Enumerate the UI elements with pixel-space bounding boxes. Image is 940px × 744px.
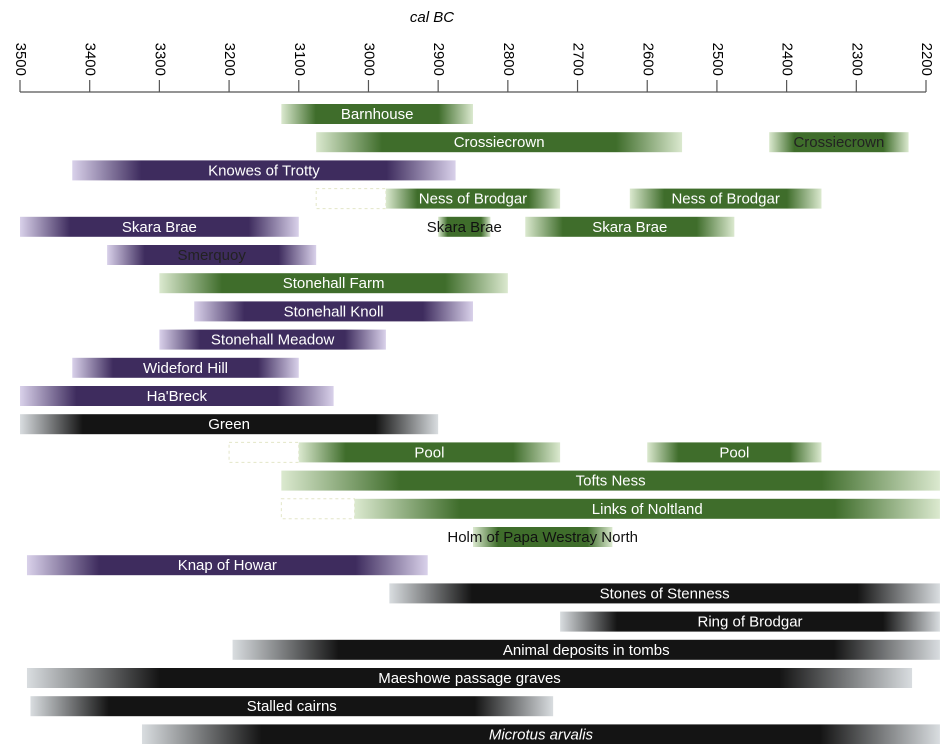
range-bar — [232, 639, 940, 660]
bar-label: Stalled cairns — [247, 698, 337, 715]
axis-title: cal BC — [410, 9, 454, 26]
range-bar — [389, 583, 940, 604]
bar-label: Microtus arvalis — [489, 726, 594, 743]
bar-label: Smerquoy — [177, 247, 246, 264]
bar-label: Knap of Howar — [178, 557, 277, 574]
x-tick-label: 2800 — [500, 43, 517, 76]
range-bar — [72, 160, 456, 181]
x-tick-label: 3000 — [360, 43, 377, 76]
range-bar — [385, 188, 561, 209]
bar-label: Stonehall Knoll — [284, 303, 384, 320]
bar-label: Crossiecrown — [454, 134, 545, 151]
bar-label: Skara Brae — [427, 219, 502, 236]
uncertain-range — [280, 498, 356, 520]
range-bar — [194, 301, 473, 322]
x-tick-label: 2400 — [779, 43, 796, 76]
range-bar — [647, 442, 822, 463]
bar-label: Knowes of Trotty — [208, 162, 320, 179]
range-bar — [281, 104, 473, 124]
bar-label: Green — [208, 416, 250, 433]
x-tick-label: 3500 — [12, 43, 29, 76]
bar-label: Crossiecrown — [793, 134, 884, 151]
x-tick-label: 3200 — [221, 43, 238, 76]
bar-label: Stonehall Meadow — [211, 332, 335, 349]
x-tick-label: 3400 — [82, 43, 99, 76]
range-bar — [30, 696, 554, 717]
bar-label: Ha'Breck — [147, 388, 208, 405]
bar-label: Barnhouse — [341, 106, 414, 123]
uncertain-range — [228, 441, 300, 463]
uncertain-range — [315, 188, 387, 210]
x-tick-label: 2600 — [639, 43, 656, 76]
range-bar — [316, 132, 683, 153]
range-bar — [281, 470, 940, 491]
x-tick-label: 3300 — [151, 43, 168, 76]
range-bar — [159, 273, 508, 294]
range-bar — [26, 555, 428, 576]
bar-label: Wideford Hill — [143, 360, 228, 377]
range-bar — [298, 442, 561, 463]
bar-label: Ness of Brodgar — [671, 191, 779, 208]
range-bar — [141, 724, 940, 744]
range-bar — [438, 216, 491, 237]
range-bar — [769, 132, 909, 153]
range-bar — [473, 527, 613, 547]
bar-label: Animal deposits in tombs — [503, 642, 670, 659]
range-bar — [525, 216, 735, 237]
x-tick-label: 2300 — [848, 43, 865, 76]
range-bar — [629, 188, 822, 209]
range-bar — [72, 357, 299, 378]
bar-label: Tofts Ness — [576, 473, 646, 490]
bar-label: Stones of Stenness — [600, 585, 730, 602]
range-bar — [560, 611, 940, 632]
bar-label: Links of Noltland — [592, 501, 703, 518]
bar-label: Skara Brae — [592, 219, 667, 236]
x-tick-label: 2500 — [709, 43, 726, 76]
range-bar — [354, 498, 940, 519]
range-bar — [20, 216, 299, 237]
bar-label: Ring of Brodgar — [697, 614, 802, 631]
bar-label: Holm of Papa Westray North — [447, 529, 638, 546]
x-tick-label: 3100 — [291, 43, 308, 76]
bar-label: Skara Brae — [122, 219, 197, 236]
bar-label: Pool — [719, 444, 749, 461]
x-tick-label: 2900 — [430, 43, 447, 76]
range-bar — [20, 414, 439, 435]
x-tick-label: 2200 — [918, 43, 935, 76]
bar-label: Pool — [414, 444, 444, 461]
range-bar — [159, 329, 386, 350]
bar-label: Stonehall Farm — [283, 275, 385, 292]
bar-label: Ness of Brodgar — [419, 191, 527, 208]
range-bar — [20, 386, 334, 406]
bar-label: Maeshowe passage graves — [378, 670, 561, 687]
range-bar — [26, 668, 913, 688]
range-bar — [107, 245, 317, 265]
x-tick-label: 2700 — [570, 43, 587, 76]
